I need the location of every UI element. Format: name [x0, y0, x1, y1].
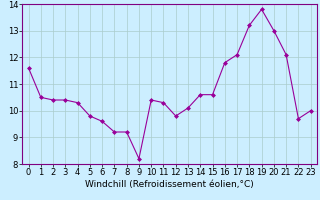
X-axis label: Windchill (Refroidissement éolien,°C): Windchill (Refroidissement éolien,°C): [85, 180, 254, 189]
